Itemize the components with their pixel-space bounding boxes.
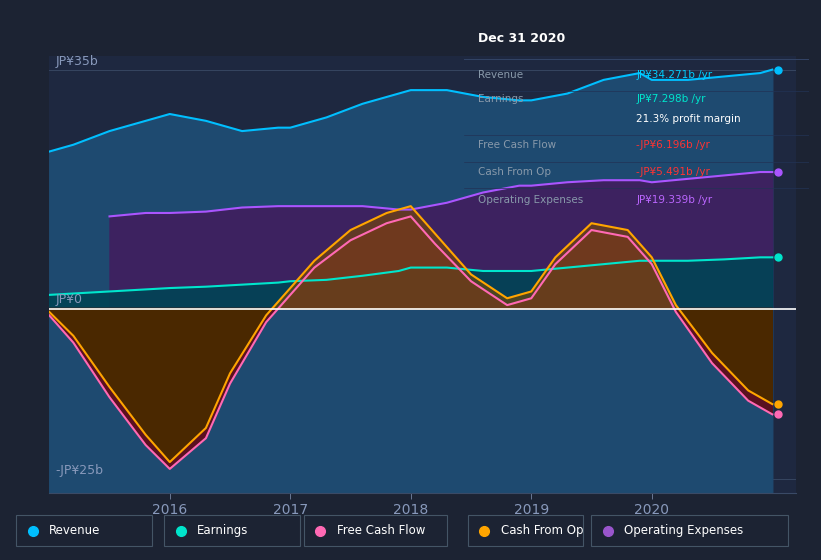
- Text: -JP¥6.196b /yr: -JP¥6.196b /yr: [636, 141, 710, 151]
- Text: JP¥19.339b /yr: JP¥19.339b /yr: [636, 195, 713, 205]
- Text: JP¥35b: JP¥35b: [55, 55, 98, 68]
- Text: Earnings: Earnings: [197, 524, 249, 538]
- Text: Operating Expenses: Operating Expenses: [478, 195, 583, 205]
- Text: 21.3% profit margin: 21.3% profit margin: [636, 114, 741, 124]
- Text: JP¥34.271b /yr: JP¥34.271b /yr: [636, 70, 713, 80]
- Text: Dec 31 2020: Dec 31 2020: [478, 32, 565, 45]
- Text: JP¥0: JP¥0: [55, 293, 82, 306]
- Text: Earnings: Earnings: [478, 94, 523, 104]
- Text: Revenue: Revenue: [49, 524, 101, 538]
- Text: -JP¥5.491b /yr: -JP¥5.491b /yr: [636, 166, 710, 176]
- Text: Operating Expenses: Operating Expenses: [624, 524, 743, 538]
- Text: Revenue: Revenue: [478, 70, 523, 80]
- Text: Cash From Op: Cash From Op: [501, 524, 583, 538]
- Text: Cash From Op: Cash From Op: [478, 166, 551, 176]
- Text: -JP¥25b: -JP¥25b: [55, 464, 103, 477]
- Text: Free Cash Flow: Free Cash Flow: [478, 141, 556, 151]
- Text: JP¥7.298b /yr: JP¥7.298b /yr: [636, 94, 706, 104]
- Text: Free Cash Flow: Free Cash Flow: [337, 524, 425, 538]
